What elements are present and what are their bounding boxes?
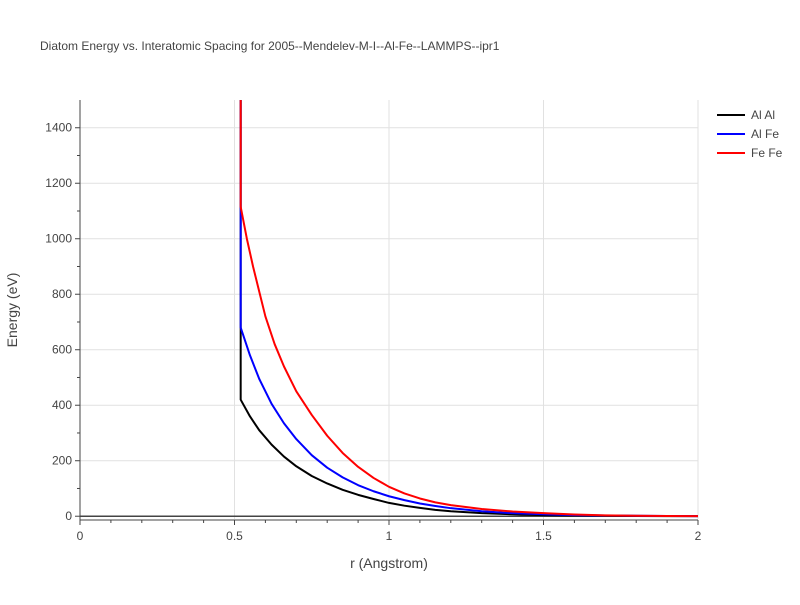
grid-layer <box>80 100 699 519</box>
y-tick-label: 0 <box>65 509 72 523</box>
chart-title: Diatom Energy vs. Interatomic Spacing fo… <box>40 39 500 53</box>
y-tick-label: 1000 <box>45 232 72 246</box>
legend-label: Fe Fe <box>751 146 783 160</box>
series-layer <box>239 100 698 518</box>
series-line-fe-fe <box>239 100 698 518</box>
legend-item-al-al[interactable]: Al Al <box>717 108 775 122</box>
x-tick-label: 1.5 <box>535 529 552 543</box>
legend[interactable]: Al Al Al Fe Fe Fe <box>717 108 783 160</box>
y-tick-label: 600 <box>52 343 72 357</box>
y-tick-label: 1400 <box>45 121 72 135</box>
x-tick-label: 1 <box>386 529 393 543</box>
x-axis-title: r (Angstrom) <box>350 555 428 571</box>
y-tick-label: 200 <box>52 454 72 468</box>
y-tick-label: 800 <box>52 287 72 301</box>
x-tick-label: 0 <box>77 529 84 543</box>
y-tick-label: 1200 <box>45 176 72 190</box>
legend-label: Al Al <box>751 108 775 122</box>
x-tick-label: 0.5 <box>226 529 243 543</box>
legend-item-al-fe[interactable]: Al Fe <box>717 127 779 141</box>
legend-item-fe-fe[interactable]: Fe Fe <box>717 146 783 160</box>
axis-layer: 0 0.5 1 1.5 2 0 200 400 600 800 1000 1200 1400 <box>45 100 702 543</box>
y-axis-title: Energy (eV) <box>4 273 20 348</box>
x-tick-label: 2 <box>695 529 702 543</box>
legend-label: Al Fe <box>751 127 779 141</box>
y-tick-label: 400 <box>52 398 72 412</box>
